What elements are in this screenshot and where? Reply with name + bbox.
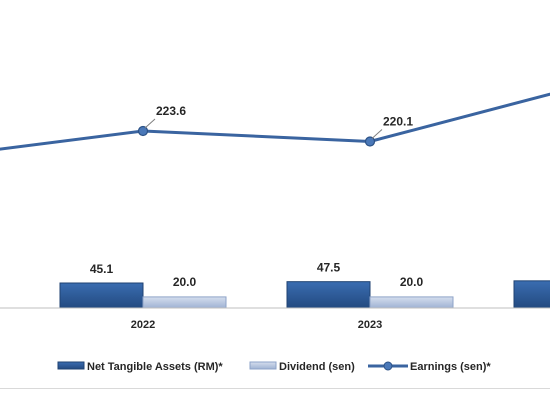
bar-dividend-2023 bbox=[369, 296, 454, 309]
label-dividend-2022: 20.0 bbox=[173, 275, 197, 289]
legend-swatch-nta bbox=[57, 361, 85, 370]
legend-label-dividend: Dividend (sen) bbox=[279, 361, 355, 373]
legend-label-nta: Net Tangible Assets (RM)* bbox=[87, 361, 223, 373]
label-earnings-2022: 223.6 bbox=[156, 104, 186, 118]
bar-nta-2022 bbox=[59, 282, 144, 309]
label-dividend-2023: 20.0 bbox=[400, 275, 424, 289]
earnings-point-2023 bbox=[364, 136, 376, 147]
line-layer bbox=[0, 92, 550, 151]
label-earnings-2023: 220.1 bbox=[383, 115, 413, 129]
legend-label-earnings: Earnings (sen)* bbox=[410, 361, 491, 373]
tick-label-2022: 2022 bbox=[131, 319, 155, 331]
bars-layer bbox=[59, 280, 550, 309]
leader-line-2023 bbox=[371, 129, 383, 139]
bar-nta-2024 bbox=[513, 280, 550, 309]
label-nta-2022: 45.1 bbox=[90, 262, 114, 276]
tick-label-2023: 2023 bbox=[358, 319, 382, 331]
earnings-line bbox=[0, 92, 550, 151]
bar-nta-2023 bbox=[286, 281, 371, 309]
earnings-point-2022 bbox=[137, 125, 149, 137]
legend-marker-earnings bbox=[383, 361, 393, 371]
legend-swatch-dividend bbox=[249, 361, 277, 370]
label-nta-2023: 47.5 bbox=[317, 261, 341, 275]
legend: Net Tangible Assets (RM)* Dividend (sen) E… bbox=[57, 361, 491, 373]
bar-dividend-2022 bbox=[142, 296, 227, 309]
leader-line-2022 bbox=[144, 118, 156, 129]
ticks-layer: 2022 2023 bbox=[131, 319, 382, 331]
